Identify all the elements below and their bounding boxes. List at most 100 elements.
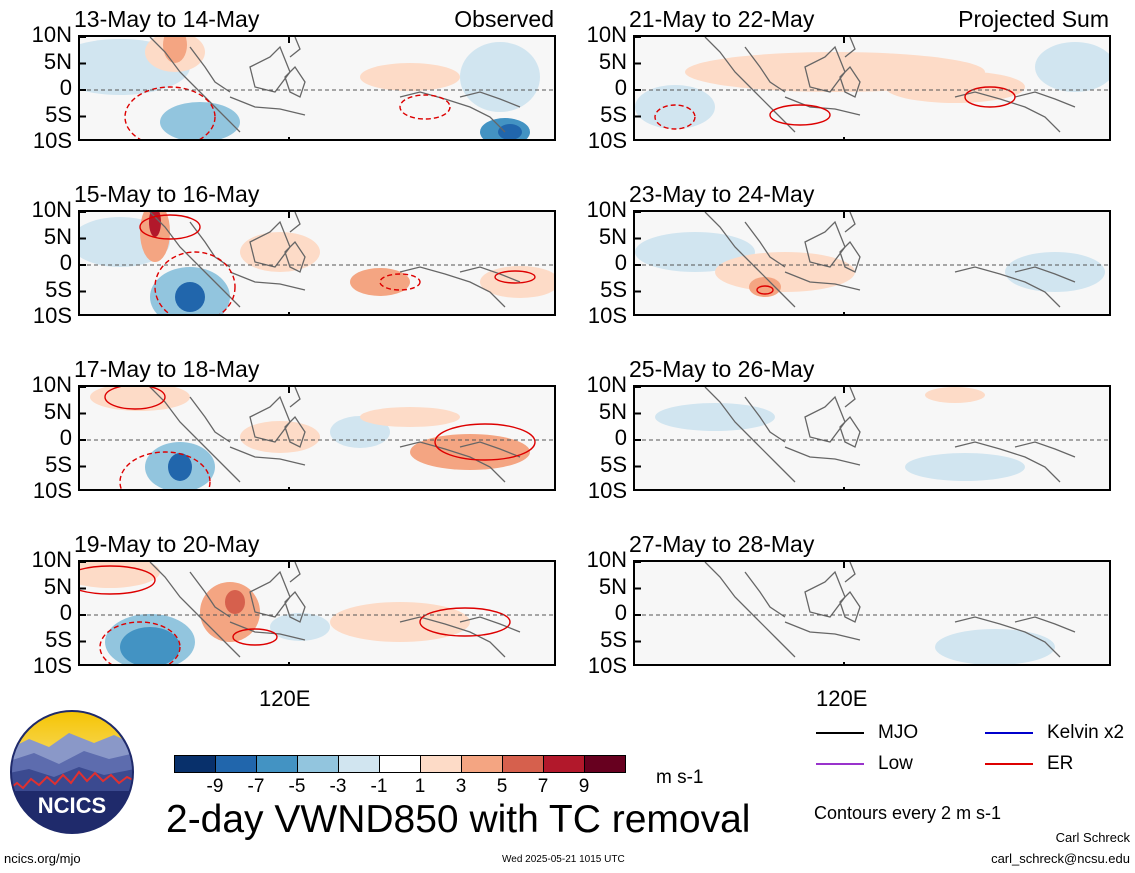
legend-swatch — [816, 762, 864, 765]
field-shading — [885, 71, 1025, 103]
field-shading — [80, 562, 160, 588]
er-contour — [119, 451, 211, 489]
field-shading — [160, 102, 240, 139]
field-shading — [1005, 252, 1105, 292]
y-tick-label: 10S — [32, 478, 72, 503]
colorbar-swatch — [174, 755, 216, 773]
field-shading — [149, 212, 161, 237]
er-contour — [80, 565, 156, 595]
email: carl_schreck@ncsu.edu — [991, 851, 1130, 866]
y-tick-label: 10S — [587, 128, 627, 153]
er-contour — [756, 285, 774, 295]
coastline — [704, 212, 1076, 308]
x-tick-left: 120E — [259, 686, 311, 711]
x-tick-right: 120E — [816, 686, 868, 711]
logo-text: NCICS — [38, 793, 106, 818]
field-shading — [935, 629, 1055, 664]
main-title: 2-day VWND850 with TC removal — [166, 798, 751, 841]
coastline — [704, 387, 1076, 483]
y-tick-label: 0 — [59, 425, 72, 450]
colorbar-tick-label: -5 — [288, 776, 306, 797]
y-tick-label: 5N — [598, 398, 627, 424]
field-shading — [175, 282, 205, 312]
y-tick-label: 5S — [600, 451, 627, 477]
field-shading — [240, 232, 320, 272]
er-contour — [124, 86, 216, 139]
er-contour — [232, 628, 278, 646]
colorbar-tick-label: -3 — [329, 776, 347, 797]
panel-title: 15-May to 16-May — [74, 181, 260, 207]
y-tick-label: 5N — [43, 48, 72, 74]
colorbar-tick-label: 3 — [455, 776, 467, 797]
map-panel — [78, 35, 556, 141]
y-tick-label: 0 — [614, 75, 627, 100]
legend-swatch — [985, 731, 1033, 734]
map-panel — [633, 385, 1111, 491]
y-tick-label: 5S — [600, 101, 627, 127]
coastline — [149, 212, 521, 308]
y-tick-label: 5S — [45, 626, 72, 652]
colorbar-swatch — [215, 755, 257, 773]
y-tick-label: 10N — [586, 547, 627, 572]
timestamp: Wed 2025-05-21 1015 UTC — [502, 854, 625, 865]
y-tick-label: 10S — [32, 303, 72, 328]
legend-item: MJO — [816, 723, 918, 742]
colorbar-tick-label: -9 — [206, 776, 224, 797]
y-tick-label: 0 — [59, 250, 72, 275]
y-tick-label: 10N — [586, 372, 627, 397]
y-tick-label: 10S — [32, 653, 72, 678]
legend-label: ER — [1047, 753, 1074, 774]
map-panel — [78, 210, 556, 316]
y-tick-label: 0 — [614, 250, 627, 275]
er-contour — [139, 214, 201, 240]
colorbar-swatch — [379, 755, 421, 773]
legend-swatch — [816, 731, 864, 734]
colorbar-swatch — [420, 755, 462, 773]
ncics-logo: NCICS — [9, 709, 135, 835]
colorbar-swatch — [256, 755, 298, 773]
er-contour — [654, 104, 696, 130]
er-contour — [434, 423, 536, 461]
field-shading — [270, 613, 330, 641]
y-tick-label: 5N — [43, 223, 72, 249]
er-contour — [99, 621, 181, 664]
contour-note: Contours every 2 m s-1 — [814, 803, 1002, 823]
field-shading — [360, 63, 460, 91]
field-shading — [655, 403, 775, 431]
y-tick-label: 5S — [600, 276, 627, 302]
y-tick-label: 10N — [586, 22, 627, 47]
field-shading — [905, 453, 1025, 481]
y-tick-label: 5S — [600, 626, 627, 652]
panel-title: 25-May to 26-May — [629, 356, 815, 382]
y-tick-label: 0 — [614, 600, 627, 625]
coastline — [149, 562, 521, 658]
y-tick-label: 10N — [31, 197, 72, 222]
colorbar-tick-label: 5 — [496, 776, 508, 797]
legend-item: Low — [816, 754, 913, 773]
panel-title: 27-May to 28-May — [629, 531, 815, 557]
colorbar-swatch — [502, 755, 544, 773]
field-shading — [498, 124, 522, 139]
colorbar-swatch — [584, 755, 626, 773]
map-panel — [633, 210, 1111, 316]
colorbar-swatch — [543, 755, 585, 773]
y-tick-label: 10N — [31, 547, 72, 572]
legend-item: Kelvin x2 — [985, 723, 1124, 742]
panel-title: 17-May to 18-May — [74, 356, 260, 382]
panel-title: 19-May to 20-May — [74, 531, 260, 557]
colorbar-tick-label: -7 — [247, 776, 265, 797]
panel-tag: Observed — [454, 6, 554, 32]
y-tick-label: 10N — [31, 372, 72, 397]
y-tick-label: 10N — [586, 197, 627, 222]
legend-swatch — [985, 762, 1033, 765]
map-panel — [633, 560, 1111, 666]
y-tick-label: 5N — [598, 573, 627, 599]
field-shading — [168, 453, 192, 481]
field-shading — [360, 407, 460, 427]
colorbar-tick-label: -1 — [370, 776, 388, 797]
field-shading — [460, 42, 540, 112]
colorbar-swatch — [297, 755, 339, 773]
er-contour — [769, 104, 831, 126]
y-tick-label: 5N — [598, 48, 627, 74]
coastline — [704, 562, 1076, 658]
